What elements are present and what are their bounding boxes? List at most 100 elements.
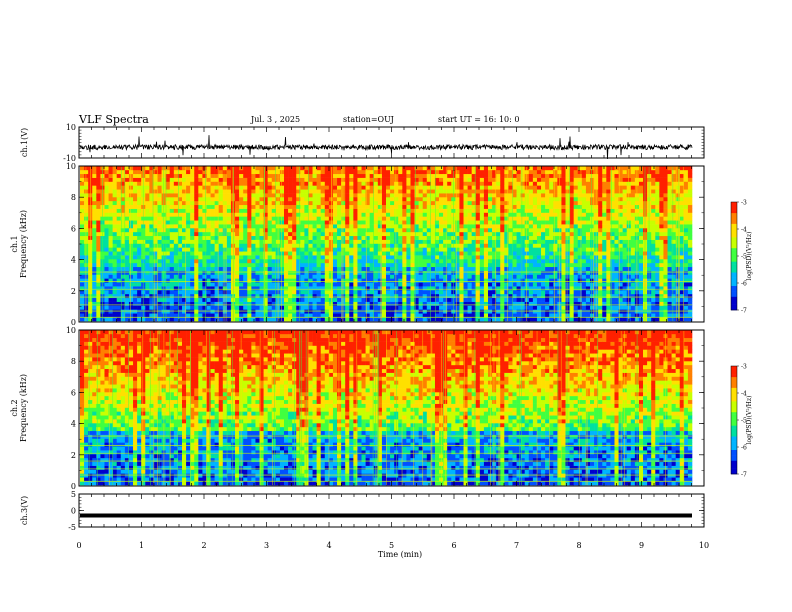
spectrogram-cell [541,235,546,240]
spectrogram-cell [483,313,489,318]
spectrogram-cell [377,282,383,287]
spectrogram-cell [296,274,301,279]
spectrogram-cell [177,185,183,190]
spectrogram-cell [422,204,428,209]
spectrogram-cell [549,262,554,268]
spectrogram-cell [398,189,403,194]
spectrogram-cell [459,317,464,322]
spectrogram-cell [214,173,220,178]
spectrogram-cell [569,305,574,310]
spectrogram-cell [439,297,444,302]
spectrogram-cell [398,204,403,209]
spectrogram-cell [496,278,501,283]
spectrogram-cell [541,278,546,283]
spectrogram-cell [386,220,391,225]
spectrogram-cell [492,169,497,175]
spectrogram-cell [284,266,289,271]
spectrogram-cell [361,262,366,268]
spectrogram-cell [443,251,448,256]
spectrogram-cell [320,181,326,186]
spectrogram-cell [169,293,175,299]
spectrogram-cell [434,239,440,244]
spectrogram-cell [500,200,505,206]
spectrogram-cell [206,169,211,175]
spectrogram-cell [410,301,415,306]
spectrogram-cell [398,177,403,182]
spectrogram-cell [349,243,354,248]
spectrogram-cell [402,247,407,252]
spectrogram-cell [483,181,489,186]
spectrogram-cell [284,286,289,291]
spectrogram-cell [116,231,122,237]
spectrogram-cell [316,231,322,237]
spectrogram-cell [381,189,387,194]
spectrogram-cell [108,177,113,182]
spectrogram-cell [328,239,334,244]
spectrogram-cell [394,200,399,206]
spectrogram-cell [430,290,436,295]
spectrogram-cell [96,262,101,268]
spectrogram-cell [190,262,195,268]
spectrogram-cell [108,247,113,252]
spectrogram-cell [169,266,175,271]
spectrogram-cell [418,266,424,271]
spectrogram-cell [239,297,244,302]
spectrogram-cell [120,317,126,322]
spectrogram-cell [149,305,154,310]
spectrogram-cell [320,266,326,271]
spectrogram-cell [153,228,158,233]
spectrogram-cell [133,274,138,279]
spectrogram-cell [210,278,215,283]
spectrogram-cell [524,204,530,209]
spectrogram-cell [108,317,113,322]
spectrogram-cell [194,274,199,279]
spectrogram-cell [439,243,444,248]
spectrogram-cell [475,235,481,240]
spectrogram-cell [467,297,472,302]
spectrogram-cell [218,189,224,194]
spectrogram-cell [369,200,375,206]
spectrogram-cell [561,305,566,310]
spectrogram-cell [202,301,207,306]
spectrogram-cell [108,231,113,237]
spectrogram-cell [549,200,554,206]
spectrogram-cell [328,243,334,248]
spectrogram-cell [206,297,211,302]
spectrogram-cell [430,255,436,260]
spectrogram-cell [365,286,370,291]
spectrogram-cell [279,204,285,209]
spectrogram-cell [475,177,481,182]
spectrogram-cell [182,313,187,318]
spectrogram-cell [508,247,513,252]
spectrogram-cell [406,301,411,306]
spectrogram-cell [406,231,411,237]
spectrogram-cell [447,189,452,194]
spectrogram-cell [418,259,424,264]
spectrogram-cell [332,297,338,302]
spectrogram-cell [182,301,187,306]
spectrogram-cell [430,181,436,186]
spectrogram-cell [153,200,158,206]
spectrogram-cell [186,262,191,268]
spectrogram-cell [96,212,101,217]
spectrogram-cell [381,259,387,264]
spectrogram-cell [561,166,566,171]
spectrogram-cell [112,181,118,186]
spectrogram-cell [112,305,118,310]
spectrogram-cell [479,278,485,283]
spectrogram-cell [206,166,211,171]
spectrogram-cell [569,262,574,268]
spectrogram-cell [239,228,244,233]
spectrogram-cell [173,286,179,291]
spectrogram-cell [504,290,509,295]
spectrogram-cell [190,274,195,279]
spectrogram-cell [361,197,366,202]
spectrogram-cell [488,305,493,310]
spectrogram-cell [357,317,362,322]
spectrogram-cell [353,193,358,198]
spectrogram-cell [377,212,383,217]
spectrogram-cell [165,247,171,252]
spectrogram-cell [520,224,526,229]
spectrogram-cell [386,200,391,206]
spectrogram-cell [500,282,505,287]
